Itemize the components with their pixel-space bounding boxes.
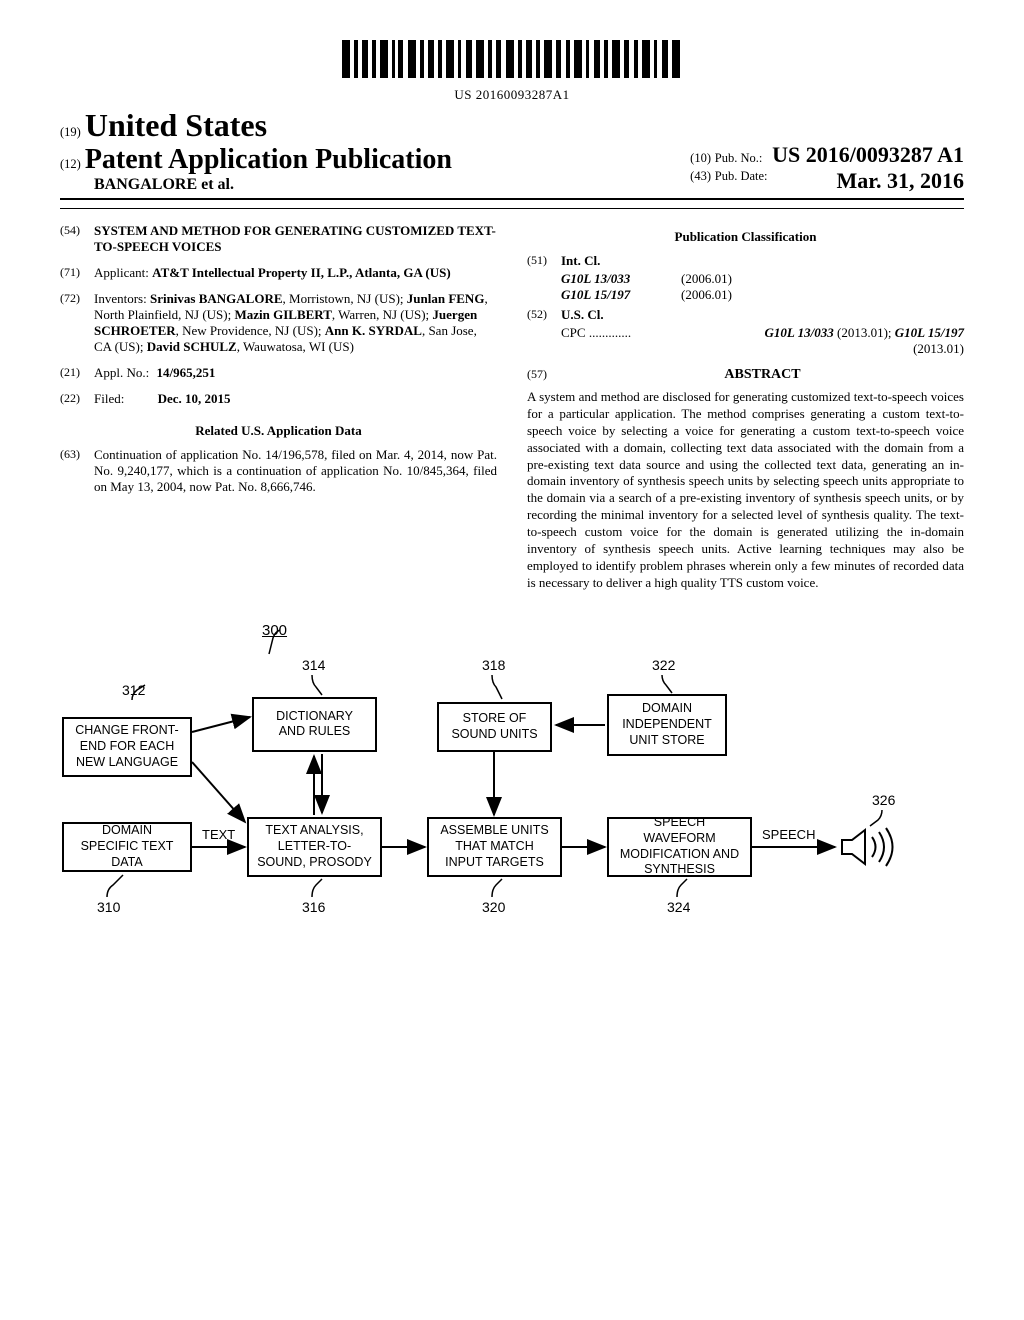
title-num: (54) <box>60 223 94 255</box>
box-312: CHANGE FRONT-END FOR EACH NEW LANGUAGE <box>62 717 192 777</box>
ref-320: 320 <box>482 899 505 915</box>
ref-314: 314 <box>302 657 325 673</box>
pub-no-num: (10) <box>690 151 711 165</box>
box-318: STORE OF SOUND UNITS <box>437 702 552 752</box>
inventor-6-loc: , Wauwatosa, WI (US) <box>237 339 354 354</box>
abstract-num: (57) <box>527 367 561 389</box>
continuation-num: (63) <box>60 447 94 495</box>
text-arrow-label: TEXT <box>202 827 235 842</box>
diagram-arrows <box>62 622 962 952</box>
inventor-5: Ann K. SYRDAL <box>325 323 422 338</box>
pub-no-value: US 2016/0093287 A1 <box>772 142 964 167</box>
intcl-1-date: (2006.01) <box>681 271 732 286</box>
inventor-2: Junlan FENG <box>407 291 485 306</box>
applicant-label: Applicant: <box>94 265 149 280</box>
header-right: (10) Pub. No.: US 2016/0093287 A1 (43) P… <box>690 142 964 194</box>
ref-322: 322 <box>652 657 675 673</box>
abstract-hdr: ABSTRACT <box>561 367 964 383</box>
box-310: DOMAIN SPECIFIC TEXT DATA <box>62 822 192 872</box>
inventors-block: Inventors: Srinivas BANGALORE, Morristow… <box>94 291 497 355</box>
speaker-icon <box>837 822 902 872</box>
inventor-4-loc: , New Providence, NJ (US); <box>176 323 325 338</box>
inventor-1-loc: , Morristown, NJ (US); <box>283 291 407 306</box>
barcode-number: US 20160093287A1 <box>60 87 964 103</box>
ref-326: 326 <box>872 792 895 808</box>
intcl-2-date: (2006.01) <box>681 287 732 302</box>
kind-code-19: (19) <box>60 125 81 139</box>
uscl-num: (52) <box>527 307 561 323</box>
filed-label: Filed: <box>94 391 124 406</box>
applicant-num: (71) <box>60 265 94 281</box>
appl-no-num: (21) <box>60 365 94 381</box>
cpc-line: CPC ............. G10L 13/033 (2013.01);… <box>527 325 964 357</box>
box-316: TEXT ANALYSIS, LETTER-TO-SOUND, PROSODY <box>247 817 382 877</box>
intcl-num: (51) <box>527 253 561 269</box>
intcl-2-code: G10L 15/197 <box>561 287 681 303</box>
pub-date-num: (43) <box>690 169 711 183</box>
box-324: SPEECH WAVEFORM MODIFICATION AND SYNTHES… <box>607 817 752 877</box>
inventors-label: Inventors: <box>94 291 147 306</box>
abstract-body: A system and method are disclosed for ge… <box>527 389 964 592</box>
appl-no-label: Appl. No.: <box>94 365 149 380</box>
applicant-body: AT&T Intellectual Property II, L.P., Atl… <box>152 265 451 280</box>
pub-date-value: Mar. 31, 2016 <box>836 168 964 194</box>
country-title: United States <box>85 107 267 143</box>
right-column: Publication Classification (51) Int. Cl.… <box>527 223 964 592</box>
inventor-6: David SCHULZ <box>147 339 237 354</box>
inventors-num: (72) <box>60 291 94 355</box>
appl-no-value: 14/965,251 <box>157 365 216 380</box>
left-column: (54) SYSTEM AND METHOD FOR GENERATING CU… <box>60 223 497 592</box>
bibliographic-columns: (54) SYSTEM AND METHOD FOR GENERATING CU… <box>60 223 964 592</box>
header-rule <box>60 208 964 209</box>
publication-type: Patent Application Publication <box>85 144 452 175</box>
inventor-1: Srinivas BANGALORE <box>150 291 283 306</box>
inventor-3: Mazin GILBERT <box>234 307 331 322</box>
fig-num-300: 300 <box>262 622 287 639</box>
kind-code-12: (12) <box>60 157 81 171</box>
ref-310: 310 <box>97 899 120 915</box>
filed-num: (22) <box>60 391 94 407</box>
intcl-1-code: G10L 13/033 <box>561 271 681 287</box>
uscl-label: U.S. Cl. <box>561 307 604 322</box>
continuation-body: Continuation of application No. 14/196,5… <box>94 447 497 495</box>
ref-312: 312 <box>122 682 145 698</box>
filed-value: Dec. 10, 2015 <box>158 391 231 406</box>
header-left: (19) United States (12) Patent Applicati… <box>60 107 452 194</box>
barcode-graphic <box>342 40 682 78</box>
intcl-label: Int. Cl. <box>561 253 600 268</box>
box-320: ASSEMBLE UNITS THAT MATCH INPUT TARGETS <box>427 817 562 877</box>
speech-arrow-label: SPEECH <box>762 827 815 842</box>
pub-class-hdr: Publication Classification <box>527 229 964 245</box>
pub-date-label: Pub. Date: <box>715 169 768 183</box>
figure-300: 300 DOMAIN SPECIFIC TEXT DATA CHANGE FRO… <box>62 622 962 952</box>
box-314: DICTIONARY AND RULES <box>252 697 377 752</box>
ref-324: 324 <box>667 899 690 915</box>
ref-318: 318 <box>482 657 505 673</box>
related-hdr: Related U.S. Application Data <box>60 423 497 439</box>
patent-header: (19) United States (12) Patent Applicati… <box>60 107 964 200</box>
invention-title: SYSTEM AND METHOD FOR GENERATING CUSTOMI… <box>94 223 496 254</box>
pub-no-label: Pub. No.: <box>715 151 763 165</box>
barcode-block: US 20160093287A1 <box>60 40 964 103</box>
inventor-3-loc: , Warren, NJ (US); <box>332 307 433 322</box>
box-322: DOMAIN INDEPENDENT UNIT STORE <box>607 694 727 756</box>
authors-line: BANGALORE et al. <box>94 176 452 194</box>
ref-316: 316 <box>302 899 325 915</box>
